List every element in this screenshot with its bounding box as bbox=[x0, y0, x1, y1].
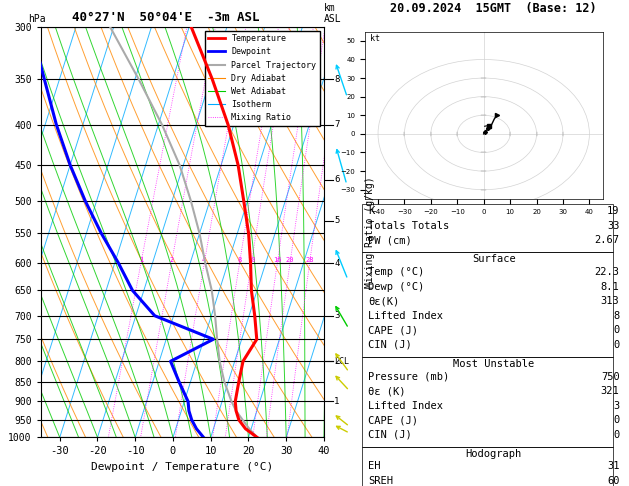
Text: 31: 31 bbox=[607, 461, 620, 471]
Text: PW (cm): PW (cm) bbox=[368, 235, 412, 245]
Text: Surface: Surface bbox=[472, 254, 516, 264]
Text: Hodograph: Hodograph bbox=[465, 449, 522, 459]
Text: 0: 0 bbox=[613, 430, 620, 440]
Text: CAPE (J): CAPE (J) bbox=[368, 415, 418, 425]
Text: 0: 0 bbox=[613, 415, 620, 425]
Text: LCL: LCL bbox=[335, 357, 349, 366]
Text: 750: 750 bbox=[601, 371, 620, 382]
Text: 321: 321 bbox=[601, 386, 620, 396]
Text: 0: 0 bbox=[613, 340, 620, 350]
Text: θε (K): θε (K) bbox=[368, 386, 406, 396]
Text: Temp (°C): Temp (°C) bbox=[368, 267, 424, 277]
Text: 10: 10 bbox=[247, 257, 255, 263]
Text: 19: 19 bbox=[607, 206, 620, 216]
Text: 16: 16 bbox=[273, 257, 282, 263]
Text: 2: 2 bbox=[169, 257, 174, 263]
Text: 4: 4 bbox=[202, 257, 206, 263]
Legend: Temperature, Dewpoint, Parcel Trajectory, Dry Adiabat, Wet Adiabat, Isotherm, Mi: Temperature, Dewpoint, Parcel Trajectory… bbox=[205, 31, 320, 125]
Text: CIN (J): CIN (J) bbox=[368, 430, 412, 440]
Text: 7: 7 bbox=[335, 121, 340, 129]
Text: 60: 60 bbox=[607, 476, 620, 486]
Text: EH: EH bbox=[368, 461, 381, 471]
Text: 20: 20 bbox=[286, 257, 294, 263]
Text: hPa: hPa bbox=[28, 14, 46, 24]
Text: 1: 1 bbox=[139, 257, 143, 263]
Text: 22.3: 22.3 bbox=[594, 267, 620, 277]
Text: 8: 8 bbox=[237, 257, 242, 263]
Text: 20.09.2024  15GMT  (Base: 12): 20.09.2024 15GMT (Base: 12) bbox=[391, 2, 597, 16]
Text: 1: 1 bbox=[335, 397, 340, 406]
Text: CIN (J): CIN (J) bbox=[368, 340, 412, 350]
Text: km
ASL: km ASL bbox=[324, 3, 342, 24]
Text: K: K bbox=[368, 206, 374, 216]
Text: 40°27'N  50°04'E  -3m ASL: 40°27'N 50°04'E -3m ASL bbox=[72, 11, 260, 24]
Text: Dewp (°C): Dewp (°C) bbox=[368, 281, 424, 292]
X-axis label: Dewpoint / Temperature (°C): Dewpoint / Temperature (°C) bbox=[91, 462, 274, 472]
Text: 5: 5 bbox=[335, 216, 340, 226]
Text: Most Unstable: Most Unstable bbox=[453, 359, 535, 369]
Text: 33: 33 bbox=[607, 221, 620, 231]
Text: 0: 0 bbox=[613, 325, 620, 335]
Text: 3: 3 bbox=[613, 400, 620, 411]
Text: Lifted Index: Lifted Index bbox=[368, 400, 443, 411]
Text: 6: 6 bbox=[335, 175, 340, 184]
Text: 313: 313 bbox=[601, 296, 620, 306]
Text: θε(K): θε(K) bbox=[368, 296, 399, 306]
Text: kt: kt bbox=[370, 34, 380, 43]
Text: Mixing Ratio (g/kg): Mixing Ratio (g/kg) bbox=[365, 176, 375, 288]
Text: 28: 28 bbox=[305, 257, 314, 263]
Text: 8: 8 bbox=[335, 75, 340, 84]
Text: 8: 8 bbox=[613, 311, 620, 321]
Text: 2.67: 2.67 bbox=[594, 235, 620, 245]
Text: 3: 3 bbox=[335, 311, 340, 320]
Text: CAPE (J): CAPE (J) bbox=[368, 325, 418, 335]
Text: 4: 4 bbox=[335, 259, 340, 268]
Text: 8.1: 8.1 bbox=[601, 281, 620, 292]
Text: Pressure (mb): Pressure (mb) bbox=[368, 371, 449, 382]
Text: 2: 2 bbox=[335, 357, 340, 366]
Text: Totals Totals: Totals Totals bbox=[368, 221, 449, 231]
Text: SREH: SREH bbox=[368, 476, 393, 486]
Text: Lifted Index: Lifted Index bbox=[368, 311, 443, 321]
